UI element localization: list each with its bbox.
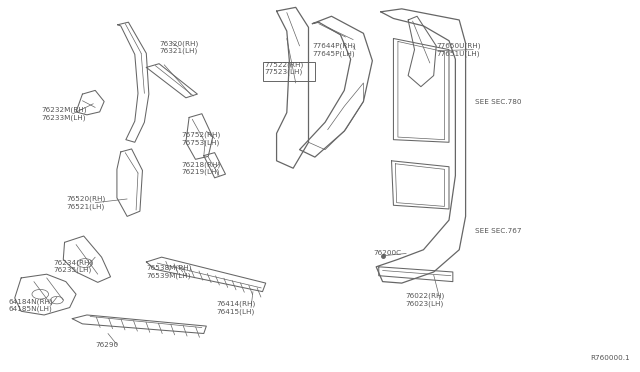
Text: 76200C: 76200C <box>373 250 401 256</box>
Text: 64184N(RH)
64185N(LH): 64184N(RH) 64185N(LH) <box>9 298 54 312</box>
Text: 76022(RH)
76023(LH): 76022(RH) 76023(LH) <box>405 293 444 307</box>
Text: 76234(RH)
76235(LH): 76234(RH) 76235(LH) <box>54 259 93 273</box>
Bar <box>262 62 315 81</box>
Text: 76320(RH)
76321(LH): 76320(RH) 76321(LH) <box>159 40 198 54</box>
Text: 76752(RH)
76753(LH): 76752(RH) 76753(LH) <box>181 132 221 145</box>
Text: 77644P(RH)
77645P(LH): 77644P(RH) 77645P(LH) <box>312 43 356 57</box>
Text: 76520(RH)
76521(LH): 76520(RH) 76521(LH) <box>67 196 106 210</box>
Text: 76218(RH)
76219(LH): 76218(RH) 76219(LH) <box>181 161 221 175</box>
Text: 76290: 76290 <box>95 341 118 347</box>
Text: R760000.1: R760000.1 <box>590 355 630 361</box>
Text: SEE SEC.780: SEE SEC.780 <box>475 99 522 105</box>
Text: 76232M(RH)
76233M(LH): 76232M(RH) 76233M(LH) <box>41 107 86 121</box>
Text: SEE SEC.767: SEE SEC.767 <box>475 228 522 234</box>
Text: 77522(RH)
77523(LH): 77522(RH) 77523(LH) <box>264 61 304 75</box>
Text: 76538M(RH)
76539M(LH): 76538M(RH) 76539M(LH) <box>147 265 192 279</box>
Text: 77650U(RH)
77651U(LH): 77650U(RH) 77651U(LH) <box>437 43 481 57</box>
Text: 76414(RH)
76415(LH): 76414(RH) 76415(LH) <box>216 301 256 315</box>
